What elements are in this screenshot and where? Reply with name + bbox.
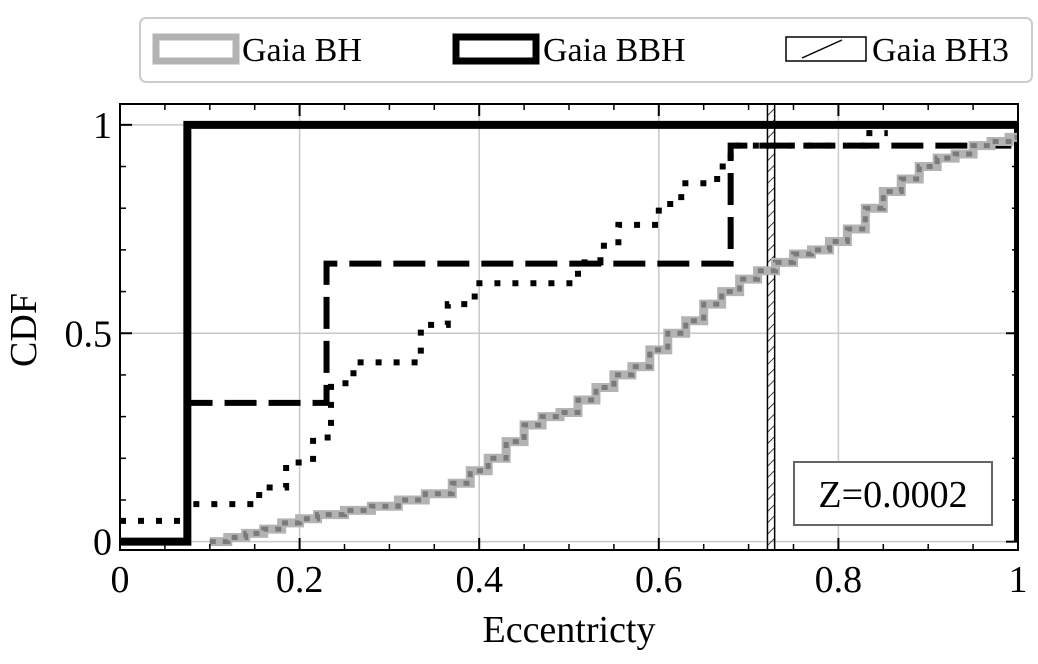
legend-swatch-gaia-bh3: [785, 36, 867, 62]
x-axis-label: Eccentricty: [482, 609, 655, 651]
legend-swatch-gaia-bh: [152, 33, 240, 65]
y-tick-label: 0.5: [65, 313, 113, 355]
series-model-dotted: [120, 130, 888, 524]
annotation-box: Z=0.0002: [793, 461, 993, 526]
annotation-text: Z=0.0002: [818, 474, 967, 516]
x-tick-label: 0: [111, 559, 130, 601]
legend-label-gaia-bh3: Gaia BH3: [872, 32, 1009, 69]
x-tick-label: 0.6: [635, 559, 683, 601]
series-gaia-bh-model: [209, 134, 1018, 545]
legend: Gaia BH Gaia BBH Gaia BH3: [139, 17, 1033, 83]
legend-label-gaia-bh: Gaia BH: [242, 32, 362, 69]
legend-label-gaia-bbh: Gaia BBH: [543, 32, 686, 69]
y-tick-label: 0: [93, 522, 112, 564]
legend-frame: [139, 17, 1033, 83]
series-model-dashed: [184, 142, 1018, 542]
y-axis-label: CDF: [3, 293, 45, 367]
ticks: 0 0.2 0.4 0.6 0.8 1 0 0.5 1: [65, 104, 1028, 601]
series-gaia-bbh: [120, 120, 1018, 546]
gaia-bh3-band: [766, 104, 776, 550]
y-tick-label: 1: [93, 105, 112, 147]
x-tick-label: 0.4: [455, 559, 503, 601]
x-tick-label: 1: [1009, 559, 1028, 601]
x-tick-label: 0.2: [276, 559, 324, 601]
legend-swatch-gaia-bbh: [452, 33, 540, 65]
legend-swatch-gaia-bh3-hatch: [801, 39, 843, 59]
x-tick-label: 0.8: [815, 559, 863, 601]
